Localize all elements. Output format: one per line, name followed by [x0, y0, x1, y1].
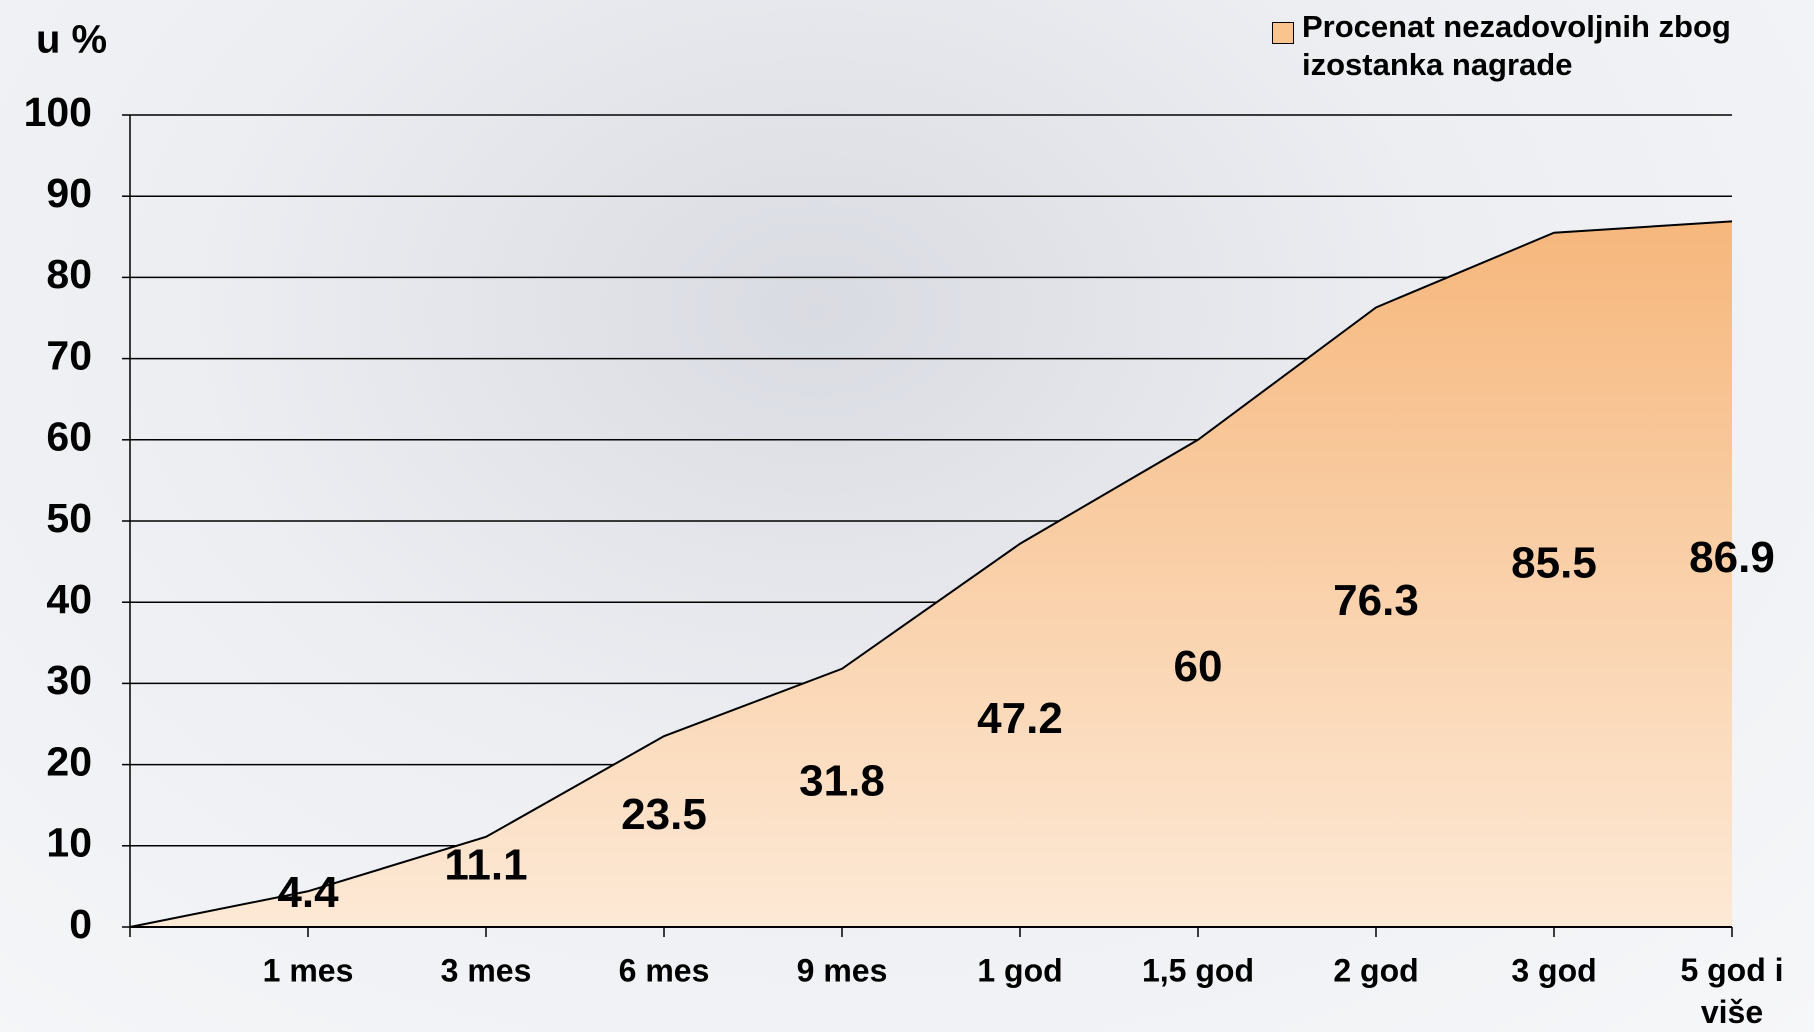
area-line	[129, 220, 1733, 928]
y-tick-label: 20	[46, 738, 92, 784]
data-label: 86.9	[1689, 533, 1775, 582]
y-tick-label: 50	[46, 495, 92, 541]
x-tick-label: 1,5 god	[1142, 952, 1254, 988]
data-label: 76.3	[1333, 576, 1419, 625]
y-tick-label: 10	[46, 820, 92, 866]
data-label: 47.2	[977, 694, 1063, 743]
data-label: 11.1	[444, 841, 527, 890]
legend: Procenat nezadovoljnih zbog izostanka na…	[1272, 8, 1812, 84]
x-tick-label: 6 mes	[619, 952, 710, 988]
x-tick-label: 3 mes	[441, 952, 532, 988]
y-tick-label: 70	[46, 332, 92, 378]
y-axis-title: u %	[36, 18, 107, 62]
data-label: 4.4	[277, 868, 339, 917]
y-tick-label: 80	[46, 251, 92, 297]
data-label: 85.5	[1511, 538, 1597, 587]
data-label: 23.5	[621, 790, 707, 839]
legend-label: Procenat nezadovoljnih zbog izostanka na…	[1302, 9, 1731, 82]
x-tick-label: 1 god	[977, 952, 1062, 988]
x-tick-label: 2 god	[1333, 952, 1418, 988]
data-label: 60	[1174, 642, 1223, 691]
y-tick-label: 0	[69, 901, 92, 947]
y-tick-label: 60	[46, 414, 92, 460]
y-tick-label: 90	[46, 170, 92, 216]
data-label: 31.8	[799, 757, 885, 806]
y-tick-label: 100	[24, 89, 92, 135]
legend-swatch	[1272, 22, 1294, 44]
x-tick-label: 1 mes	[263, 952, 354, 988]
x-tick-label: 5 god i više	[1680, 952, 1783, 1030]
area	[130, 221, 1732, 927]
x-tick-label: 9 mes	[797, 952, 888, 988]
y-tick-label: 30	[46, 657, 92, 703]
y-tick-label: 40	[46, 576, 92, 622]
x-tick-label: 3 god	[1511, 952, 1596, 988]
